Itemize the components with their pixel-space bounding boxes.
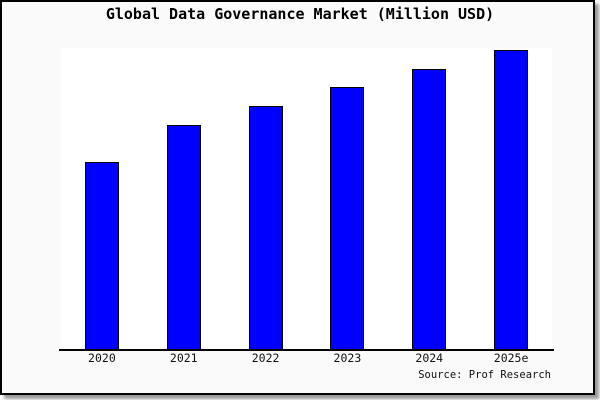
bar-2024 [412,69,447,350]
bar-2020 [84,162,119,350]
x-tick-label-2024: 2024 [415,351,444,365]
x-axis-line [59,349,554,351]
x-tick-label-2021: 2021 [169,351,198,365]
plot-area [61,48,552,350]
source-caption: Source: Prof Research [418,369,551,381]
x-tick-label-2022: 2022 [251,351,280,365]
x-tick-label-2020: 2020 [88,351,116,365]
bar-2025e [494,50,529,350]
bar-2022 [248,106,283,350]
bar-2023 [330,87,365,350]
x-tick-label-2023: 2023 [333,351,362,365]
bar-2021 [166,125,201,350]
x-tick-label-2025e: 2025e [493,351,529,365]
chart-title: Global Data Governance Market (Million U… [105,5,495,23]
